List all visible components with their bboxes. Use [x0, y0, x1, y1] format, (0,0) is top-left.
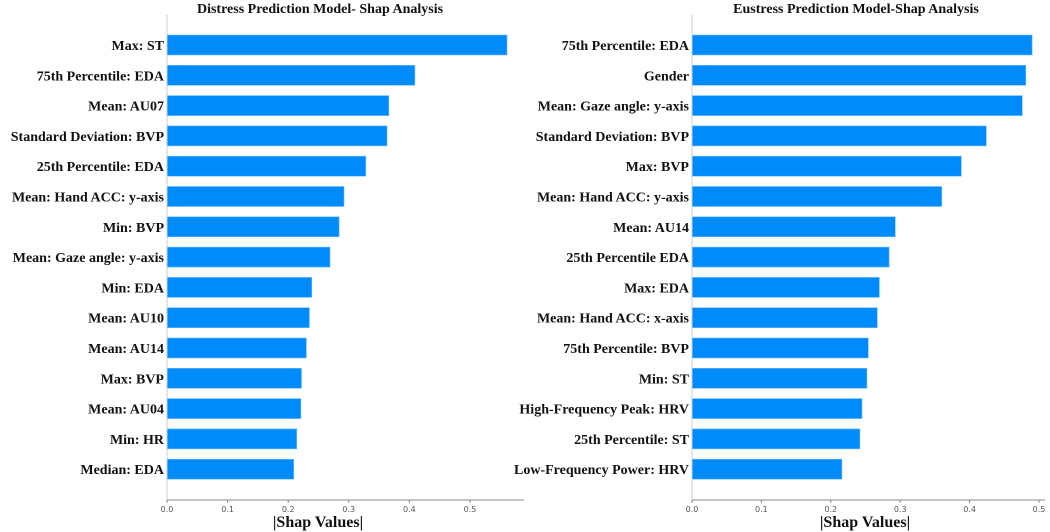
category-label: Gender — [644, 69, 689, 84]
x-tick-label: 0.1 — [221, 505, 234, 514]
bar — [166, 307, 310, 329]
category-label: Standard Deviation: BVP — [11, 130, 165, 145]
category-label: Mean: AU07 — [88, 100, 164, 115]
bar — [166, 125, 388, 147]
category-label: Max: EDA — [624, 281, 690, 296]
category-label: Low-Frequency Power: HRV — [514, 463, 689, 478]
category-label: Max: ST — [112, 39, 165, 54]
category-label: 25th Percentile: ST — [574, 433, 689, 448]
bar — [691, 34, 1033, 56]
x-tick-label: 0.2 — [282, 505, 295, 514]
bar — [166, 65, 416, 86]
category-label: Mean: AU04 — [88, 403, 164, 418]
category-label: Median: EDA — [80, 463, 165, 478]
x-tick-label: 0.5 — [464, 505, 477, 514]
bar — [691, 246, 890, 268]
bar — [691, 398, 863, 419]
bar — [691, 125, 987, 147]
bars-group — [691, 34, 1033, 480]
bar — [691, 277, 880, 298]
category-label: Max: BVP — [626, 160, 690, 175]
x-tick-label: 0.3 — [342, 505, 355, 514]
x-tick-label: 0.3 — [894, 505, 907, 514]
bars-group — [166, 34, 508, 480]
bar — [166, 428, 297, 450]
chart-title: Eustress Prediction Model-Shap Analysis — [733, 2, 979, 17]
x-axis-label: |Shap Values| — [820, 514, 910, 531]
x-ticks: 0.0 0.1 0.2 0.3 0.4 0.5 — [686, 500, 1046, 514]
x-tick-label: 0.2 — [824, 505, 837, 514]
category-label: Max: BVP — [101, 372, 165, 387]
bar — [166, 216, 340, 238]
bar — [166, 95, 390, 116]
category-label: 25th Percentile: EDA — [37, 160, 165, 175]
bar — [691, 458, 843, 480]
category-label: Min: BVP — [103, 221, 165, 236]
bar — [691, 428, 861, 450]
category-label: 75th Percentile: EDA — [562, 39, 690, 54]
eustress-chart-panel: Eustress Prediction Model-Shap Analysis … — [514, 2, 1045, 531]
category-labels: Max: ST 75th Percentile: EDA Mean: AU07 Sta… — [11, 39, 165, 478]
category-label: High-Frequency Peak: HRV — [519, 403, 689, 418]
category-label: Min: HR — [110, 433, 165, 448]
bar — [166, 155, 367, 177]
category-labels: 75th Percentile: EDA Gender Mean: Gaze ang… — [514, 39, 690, 478]
category-label: Min: ST — [639, 372, 690, 387]
category-label: Mean: Hand ACC: y-axis — [537, 191, 690, 206]
category-label: Mean: AU10 — [88, 312, 164, 327]
bar — [691, 65, 1027, 86]
category-label: 75th Percentile: EDA — [37, 69, 165, 84]
x-tick-label: 0.4 — [403, 505, 416, 514]
category-label: Mean: Hand ACC: y-axis — [12, 191, 165, 206]
category-label: Mean: AU14 — [613, 221, 689, 236]
bar — [691, 307, 878, 329]
x-tick-label: 0.1 — [755, 505, 768, 514]
chart-title: Distress Prediction Model- Shap Analysis — [197, 2, 444, 17]
bar — [691, 95, 1023, 116]
x-tick-label: 0.4 — [963, 505, 976, 514]
bar — [166, 367, 302, 389]
category-label: Mean: Hand ACC: x-axis — [537, 312, 690, 327]
bar — [166, 246, 331, 268]
bar — [166, 458, 294, 480]
category-label: 25th Percentile EDA — [566, 251, 689, 266]
bar — [691, 337, 869, 359]
bar — [166, 186, 345, 207]
bar — [691, 216, 896, 238]
category-label: 75th Percentile: BVP — [563, 342, 689, 357]
bar — [166, 398, 302, 419]
bar — [691, 155, 962, 177]
category-label: Min: EDA — [101, 281, 165, 296]
bar — [166, 34, 508, 56]
category-label: Mean: AU14 — [88, 342, 164, 357]
distress-chart-panel: Distress Prediction Model- Shap Analysis… — [11, 2, 524, 531]
x-tick-label: 0.0 — [161, 505, 174, 514]
bar — [166, 277, 313, 298]
x-tick-label: 0.5 — [1033, 505, 1046, 514]
category-label: Mean: Gaze angle: y-axis — [13, 251, 165, 266]
bar — [691, 186, 943, 207]
bar — [166, 337, 307, 359]
category-label: Standard Deviation: BVP — [536, 130, 690, 145]
x-ticks: 0.0 0.1 0.2 0.3 0.4 0.5 — [161, 500, 477, 514]
bar — [691, 367, 868, 389]
x-tick-label: 0.0 — [686, 505, 699, 514]
x-axis-label: |Shap Values| — [273, 514, 363, 531]
category-label: Mean: Gaze angle: y-axis — [538, 100, 690, 115]
